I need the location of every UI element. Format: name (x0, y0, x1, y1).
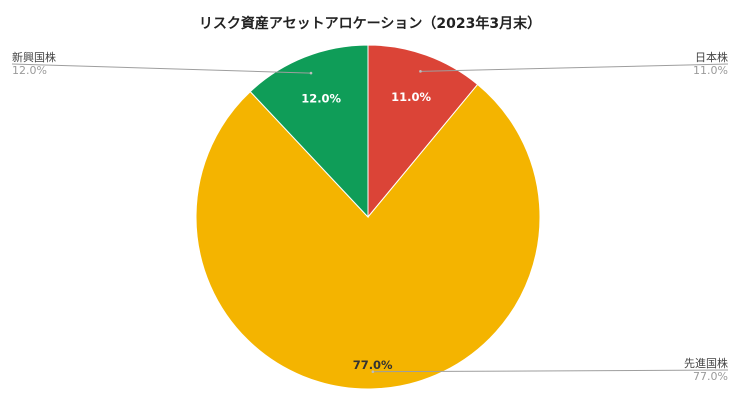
callout-leader-line (420, 63, 729, 72)
callout-anchor-dot (309, 71, 313, 75)
callout-leader-line (372, 369, 729, 373)
callout-series-value: 11.0% (693, 64, 728, 77)
callout-series-name: 先進国株 (684, 356, 728, 370)
callout-series-value: 77.0% (693, 370, 728, 383)
pie-slice (367, 44, 479, 219)
callout-series-name: 日本株 (695, 50, 728, 64)
slice-percent-label: 11.0% (391, 90, 431, 104)
slice-percent-label: 12.0% (301, 92, 341, 106)
callout-series-value: 12.0% (12, 64, 47, 77)
slice-percent-label: 77.0% (353, 358, 393, 372)
callout-series-name: 新興国株 (12, 50, 56, 64)
pie-slices: 11.0% 77.0% 12.0% (195, 44, 541, 390)
callout-anchor-dot (419, 70, 422, 73)
chart-title: リスク資産アセットアロケーション（2023年3月末） (199, 15, 541, 32)
callout-anchor-dot (371, 370, 375, 374)
pie-slice (249, 44, 369, 219)
pie-slice (195, 83, 541, 390)
callout-leader-line (11, 63, 312, 74)
